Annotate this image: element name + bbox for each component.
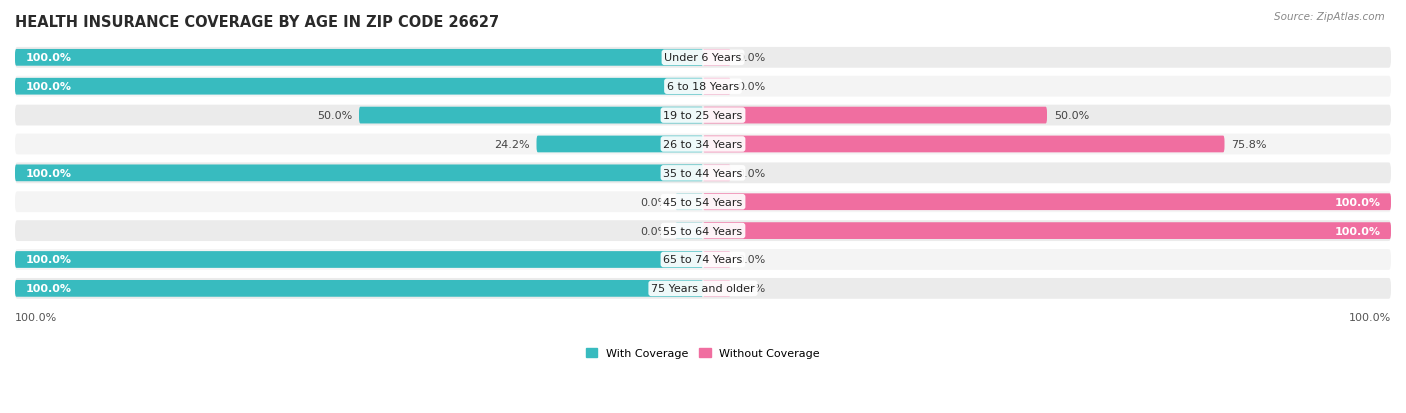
- FancyBboxPatch shape: [703, 165, 731, 182]
- Text: 19 to 25 Years: 19 to 25 Years: [664, 111, 742, 121]
- FancyBboxPatch shape: [15, 105, 1391, 126]
- FancyBboxPatch shape: [703, 107, 1047, 124]
- FancyBboxPatch shape: [15, 252, 703, 268]
- Text: 100.0%: 100.0%: [25, 169, 72, 178]
- Text: 0.0%: 0.0%: [737, 255, 766, 265]
- Text: 100.0%: 100.0%: [1348, 312, 1391, 322]
- Text: 100.0%: 100.0%: [1334, 226, 1381, 236]
- FancyBboxPatch shape: [15, 50, 703, 66]
- FancyBboxPatch shape: [703, 223, 1391, 240]
- FancyBboxPatch shape: [15, 165, 703, 182]
- FancyBboxPatch shape: [15, 77, 1391, 97]
- Text: Source: ZipAtlas.com: Source: ZipAtlas.com: [1274, 12, 1385, 22]
- FancyBboxPatch shape: [703, 50, 731, 66]
- FancyBboxPatch shape: [15, 278, 1391, 299]
- Text: 75 Years and older: 75 Years and older: [651, 284, 755, 294]
- Text: 0.0%: 0.0%: [737, 284, 766, 294]
- Text: 75.8%: 75.8%: [1232, 140, 1267, 150]
- FancyBboxPatch shape: [703, 136, 1225, 153]
- Text: 0.0%: 0.0%: [640, 226, 669, 236]
- FancyBboxPatch shape: [703, 194, 1391, 211]
- Text: 50.0%: 50.0%: [1054, 111, 1090, 121]
- FancyBboxPatch shape: [15, 249, 1391, 270]
- Text: 6 to 18 Years: 6 to 18 Years: [666, 82, 740, 92]
- Text: 45 to 54 Years: 45 to 54 Years: [664, 197, 742, 207]
- Text: 50.0%: 50.0%: [316, 111, 352, 121]
- Text: Under 6 Years: Under 6 Years: [665, 53, 741, 63]
- Text: HEALTH INSURANCE COVERAGE BY AGE IN ZIP CODE 26627: HEALTH INSURANCE COVERAGE BY AGE IN ZIP …: [15, 15, 499, 30]
- Text: 0.0%: 0.0%: [640, 197, 669, 207]
- FancyBboxPatch shape: [15, 221, 1391, 242]
- FancyBboxPatch shape: [15, 280, 703, 297]
- Text: 0.0%: 0.0%: [737, 53, 766, 63]
- FancyBboxPatch shape: [703, 78, 731, 95]
- Text: 24.2%: 24.2%: [494, 140, 530, 150]
- FancyBboxPatch shape: [15, 134, 1391, 155]
- Text: 65 to 74 Years: 65 to 74 Years: [664, 255, 742, 265]
- FancyBboxPatch shape: [15, 78, 703, 95]
- FancyBboxPatch shape: [537, 136, 703, 153]
- Text: 100.0%: 100.0%: [1334, 197, 1381, 207]
- FancyBboxPatch shape: [675, 194, 703, 211]
- FancyBboxPatch shape: [703, 252, 731, 268]
- Text: 35 to 44 Years: 35 to 44 Years: [664, 169, 742, 178]
- FancyBboxPatch shape: [15, 163, 1391, 184]
- FancyBboxPatch shape: [15, 192, 1391, 213]
- Text: 100.0%: 100.0%: [25, 284, 72, 294]
- Text: 100.0%: 100.0%: [25, 82, 72, 92]
- FancyBboxPatch shape: [703, 280, 731, 297]
- Text: 26 to 34 Years: 26 to 34 Years: [664, 140, 742, 150]
- Text: 100.0%: 100.0%: [25, 255, 72, 265]
- Legend: With Coverage, Without Coverage: With Coverage, Without Coverage: [582, 344, 824, 363]
- FancyBboxPatch shape: [359, 107, 703, 124]
- Text: 100.0%: 100.0%: [25, 53, 72, 63]
- Text: 0.0%: 0.0%: [737, 169, 766, 178]
- FancyBboxPatch shape: [675, 223, 703, 240]
- FancyBboxPatch shape: [15, 48, 1391, 69]
- Text: 100.0%: 100.0%: [15, 312, 58, 322]
- Text: 0.0%: 0.0%: [737, 82, 766, 92]
- Text: 55 to 64 Years: 55 to 64 Years: [664, 226, 742, 236]
